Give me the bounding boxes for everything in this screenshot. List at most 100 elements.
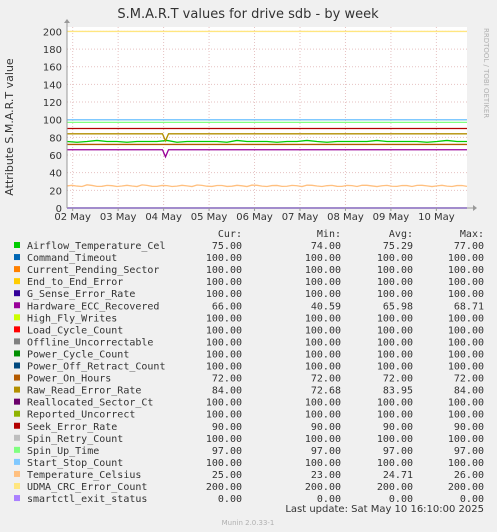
legend-value-max: 100.00: [448, 325, 484, 336]
legend-value-min: 100.00: [305, 434, 341, 445]
rrdtool-watermark: RRDTOOL / TOBI OETIKER: [482, 28, 490, 118]
legend-value-cur: 100.00: [206, 325, 242, 336]
legend-swatch: [14, 386, 20, 393]
legend-series-name: High_Fly_Writes: [27, 313, 117, 324]
legend-value-cur: 25.00: [212, 470, 242, 481]
legend-value-cur: 200.00: [206, 482, 242, 493]
legend-value-min: 74.00: [311, 241, 341, 252]
x-tick-label: 10 May: [418, 212, 455, 223]
last-update: Last update: Sat May 10 16:10:00 2025: [285, 504, 484, 515]
legend-swatch: [14, 326, 20, 333]
legend-series-name: Command_Timeout: [27, 253, 117, 264]
legend-value-max: 200.00: [448, 482, 484, 493]
legend-value-max: 100.00: [448, 398, 484, 409]
legend-swatch: [14, 314, 20, 321]
legend-value-min: 97.00: [311, 446, 341, 457]
legend-value-max: 100.00: [448, 349, 484, 360]
x-axis-arrow: [473, 205, 477, 211]
y-tick-label: 60: [49, 151, 62, 162]
legend-value-cur: 72.00: [212, 374, 242, 385]
legend-value-avg: 100.00: [377, 410, 413, 421]
y-tick-label: 120: [43, 98, 62, 109]
y-tick-label: 20: [49, 186, 62, 197]
legend-value-min: 100.00: [305, 289, 341, 300]
legend-value-max: 0.00: [460, 494, 484, 505]
legend-swatch: [14, 278, 20, 285]
legend-value-cur: 100.00: [206, 313, 242, 324]
legend-value-max: 100.00: [448, 277, 484, 288]
legend-swatch: [14, 290, 20, 297]
legend-value-min: 100.00: [305, 362, 341, 373]
legend-series-name: Power_Cycle_Count: [27, 349, 129, 360]
x-tick-label: 04 May: [145, 212, 182, 223]
legend-value-max: 100.00: [448, 362, 484, 373]
x-tick-label: 09 May: [373, 212, 410, 223]
legend-series-name: Airflow_Temperature_Cel: [27, 241, 165, 252]
series-line-hardware-ecc-recovered: [67, 149, 467, 159]
legend-value-cur: 100.00: [206, 434, 242, 445]
legend-series-name: Temperature_Celsius: [27, 470, 141, 481]
legend-value-cur: 100.00: [206, 398, 242, 409]
legend-swatch: [14, 362, 20, 369]
plot-area: [67, 27, 467, 208]
legend-value-max: 100.00: [448, 313, 484, 324]
legend-series-name: Start_Stop_Count: [27, 458, 123, 469]
legend-value-cur: 100.00: [206, 277, 242, 288]
legend-value-avg: 100.00: [377, 253, 413, 264]
legend-value-avg: 100.00: [377, 349, 413, 360]
legend-value-max: 100.00: [448, 289, 484, 300]
legend-value-max: 97.00: [454, 446, 484, 457]
legend-value-avg: 90.00: [383, 422, 413, 433]
legend-swatch: [14, 302, 20, 309]
legend-series-name: Power_On_Hours: [27, 374, 111, 385]
legend-value-avg: 72.00: [383, 374, 413, 385]
y-tick-label: 80: [49, 133, 62, 144]
legend-value-avg: 100.00: [377, 458, 413, 469]
legend-value-min: 100.00: [305, 325, 341, 336]
legend-value-min: 100.00: [305, 410, 341, 421]
legend-swatch: [14, 446, 20, 453]
legend-value-min: 90.00: [311, 422, 341, 433]
legend-value-cur: 100.00: [206, 410, 242, 421]
legend-swatch: [14, 242, 20, 248]
y-tick-label: 40: [49, 169, 62, 180]
legend-value-min: 100.00: [305, 277, 341, 288]
legend-value-min: 100.00: [305, 458, 341, 469]
legend-value-avg: 100.00: [377, 313, 413, 324]
legend-swatch: [14, 266, 20, 273]
legend-swatch: [14, 495, 20, 502]
legend-value-cur: 0.00: [218, 494, 242, 505]
legend-series-name: Offline_Uncorrectable: [27, 337, 153, 348]
legend-value-min: 100.00: [305, 349, 341, 360]
y-tick-label: 100: [43, 116, 62, 127]
legend-series-name: G_Sense_Error_Rate: [27, 289, 135, 300]
legend-value-cur: 90.00: [212, 422, 242, 433]
legend-value-cur: 100.00: [206, 253, 242, 264]
legend-value-avg: 100.00: [377, 434, 413, 445]
legend-value-min: 100.00: [305, 398, 341, 409]
legend-series-name: Hardware_ECC_Recovered: [27, 301, 159, 312]
legend-swatch: [14, 410, 20, 417]
legend-value-cur: 100.00: [206, 458, 242, 469]
legend-value-min: 100.00: [305, 313, 341, 324]
legend-value-avg: 100.00: [377, 398, 413, 409]
legend-value-max: 72.00: [454, 374, 484, 385]
legend-swatch: [14, 458, 20, 465]
legend-series-name: Spin_Retry_Count: [27, 434, 123, 445]
legend-value-max: 100.00: [448, 265, 484, 276]
legend-swatch: [14, 434, 20, 441]
legend-value-min: 200.00: [305, 482, 341, 493]
series-line-airflow-temperature-cel: [66, 139, 467, 143]
legend-value-min: 100.00: [305, 337, 341, 348]
legend-value-max: 84.00: [454, 386, 484, 397]
legend-value-min: 0.00: [317, 494, 341, 505]
legend-value-max: 100.00: [448, 253, 484, 264]
legend-value-cur: 100.00: [206, 362, 242, 373]
legend-value-avg: 75.29: [383, 241, 413, 252]
legend-value-max: 77.00: [454, 241, 484, 252]
y-tick-label: 180: [43, 45, 62, 56]
legend-value-cur: 100.00: [206, 265, 242, 276]
legend-value-avg: 65.98: [383, 301, 413, 312]
legend-value-cur: 75.00: [212, 241, 242, 252]
